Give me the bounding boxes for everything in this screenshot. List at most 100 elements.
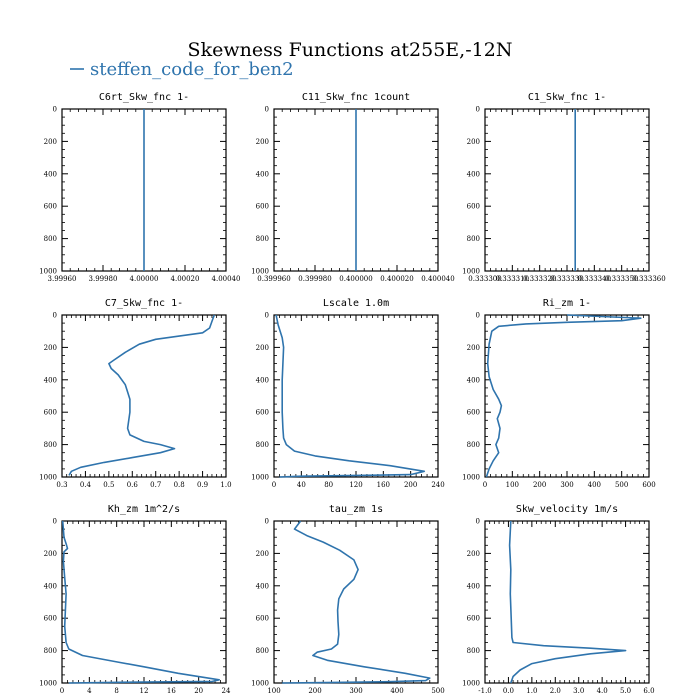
legend-label: steffen_code_for_ben2 (90, 59, 294, 80)
x-tick-label: 0.333340 (578, 275, 611, 283)
plot-frame (273, 520, 439, 684)
x-tick-label: 0.333320 (523, 275, 556, 283)
y-tick-label: 800 (44, 647, 57, 655)
x-tick-label: 500 (431, 687, 444, 695)
x-tick-label: 24 (222, 687, 231, 695)
panel-title: C6rt_Skw_fnc 1- (99, 92, 189, 103)
x-tick-label: 0.4 (80, 481, 92, 489)
y-tick-label: 400 (44, 376, 57, 384)
x-tick-label: 0.0 (503, 687, 514, 695)
x-tick-label: 4.00020 (171, 275, 200, 283)
x-tick-label: 200 (308, 687, 321, 695)
y-tick-label: 0 (53, 518, 57, 526)
y-tick-label: 200 (467, 550, 480, 558)
x-tick-label: 0.7 (150, 481, 161, 489)
x-tick-label: -1.0 (478, 687, 492, 695)
y-tick-label: 400 (467, 582, 480, 590)
y-tick-label: 0 (53, 312, 57, 320)
y-tick-label: 0 (53, 106, 57, 114)
y-tick-label: 1000 (462, 474, 480, 482)
x-tick-label: 12 (140, 687, 149, 695)
y-tick-label: 800 (44, 235, 57, 243)
y-tick-label: 600 (44, 615, 57, 623)
x-tick-label: 20 (194, 687, 203, 695)
x-tick-label: 300 (560, 481, 573, 489)
y-tick-label: 200 (44, 138, 57, 146)
x-tick-label: 240 (431, 481, 444, 489)
x-tick-label: 200 (404, 481, 417, 489)
y-tick-label: 600 (467, 615, 480, 623)
x-tick-label: 16 (167, 687, 176, 695)
y-tick-label: 800 (467, 235, 480, 243)
x-tick-label: 4.0 (597, 687, 608, 695)
y-tick-label: 1000 (462, 680, 480, 688)
y-tick-label: 1000 (462, 268, 480, 276)
panel-title: tau_zm 1s (329, 504, 383, 515)
x-tick-label: 2.0 (550, 687, 561, 695)
x-tick-label: 3.99980 (89, 275, 118, 283)
x-tick-label: 0 (272, 481, 276, 489)
chart-panel: Skw_velocity 1m/s 0 200 400 600 800 1000-1.0 0.… (462, 504, 654, 695)
x-tick-label: 400 (390, 687, 403, 695)
plot-frame (484, 314, 650, 478)
y-tick-label: 800 (44, 441, 57, 449)
y-tick-label: 200 (256, 138, 269, 146)
y-tick-label: 1000 (39, 268, 57, 276)
x-tick-label: 0.9 (197, 481, 208, 489)
y-tick-label: 200 (44, 344, 57, 352)
x-tick-label: 40 (297, 481, 306, 489)
series-line (61, 520, 220, 684)
x-tick-label: 4.00040 (212, 275, 241, 283)
y-tick-label: 800 (467, 441, 480, 449)
y-tick-label: 400 (256, 376, 269, 384)
y-tick-label: 1000 (251, 474, 269, 482)
plot-frame (61, 520, 227, 684)
y-tick-label: 0 (265, 312, 269, 320)
y-tick-label: 600 (467, 409, 480, 417)
x-tick-label: 0.333300 (468, 275, 501, 283)
x-tick-label: 0.333360 (632, 275, 665, 283)
y-tick-label: 600 (467, 203, 480, 211)
y-tick-label: 1000 (39, 474, 57, 482)
y-tick-label: 600 (256, 203, 269, 211)
panel-title: Ri_zm 1- (543, 298, 591, 309)
panel-title: Skw_velocity 1m/s (516, 504, 618, 515)
x-tick-label: 5.0 (620, 687, 631, 695)
y-tick-label: 1000 (251, 268, 269, 276)
x-tick-label: 300 (349, 687, 362, 695)
x-tick-label: 0 (60, 687, 64, 695)
figure-title: Skewness Functions at255E,-12N (188, 39, 513, 61)
x-tick-label: 500 (615, 481, 628, 489)
x-tick-label: 600 (642, 481, 655, 489)
x-tick-label: 200 (533, 481, 546, 489)
x-tick-label: 100 (267, 687, 280, 695)
y-tick-label: 200 (44, 550, 57, 558)
x-tick-label: 0.333350 (605, 275, 638, 283)
y-tick-label: 200 (467, 138, 480, 146)
x-tick-label: 8 (114, 687, 118, 695)
x-tick-label: 1.0 (220, 481, 231, 489)
x-tick-label: 400 (588, 481, 601, 489)
y-tick-label: 400 (467, 376, 480, 384)
x-tick-label: 0.3 (56, 481, 67, 489)
plot-frame (61, 314, 227, 478)
y-tick-label: 400 (44, 170, 57, 178)
x-tick-label: 3.99960 (48, 275, 77, 283)
y-tick-label: 0 (265, 106, 269, 114)
series-line (485, 314, 642, 478)
series-line (282, 520, 431, 684)
x-tick-label: 0.400000 (339, 275, 372, 283)
y-tick-label: 1000 (39, 680, 57, 688)
x-tick-label: 0.5 (103, 481, 114, 489)
x-tick-label: 3.0 (573, 687, 584, 695)
x-tick-label: 4.00000 (130, 275, 159, 283)
x-tick-label: 120 (349, 481, 362, 489)
y-tick-label: 1000 (251, 680, 269, 688)
panel-title: Lscale 1.0m (323, 298, 389, 309)
